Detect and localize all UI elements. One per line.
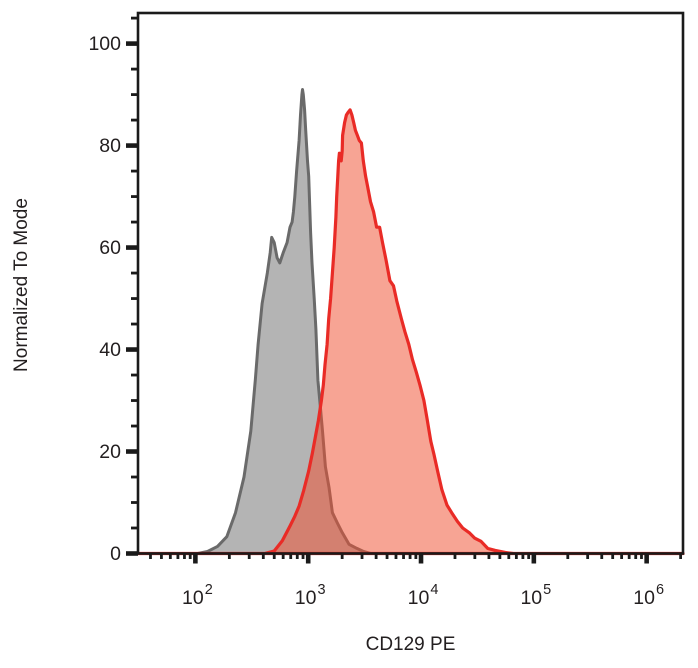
y-tick-label: 40: [99, 339, 121, 361]
y-axis-title: Normalized To Mode: [11, 198, 32, 372]
y-tick-label: 60: [99, 237, 121, 259]
x-tick-label: 102: [182, 582, 213, 609]
x-tick-label: 104: [408, 582, 439, 609]
x-tick-label: 105: [520, 582, 551, 609]
y-tick-label: 0: [110, 543, 121, 565]
x-tick-label: 106: [633, 582, 664, 609]
y-tick-label: 100: [88, 33, 121, 55]
x-axis-title: CD129 PE: [365, 634, 456, 655]
x-tick-label: 103: [295, 582, 326, 609]
series-CD129-PE-stained: [136, 108, 685, 556]
y-tick-label: 20: [99, 441, 121, 463]
y-tick-label: 80: [99, 135, 121, 157]
